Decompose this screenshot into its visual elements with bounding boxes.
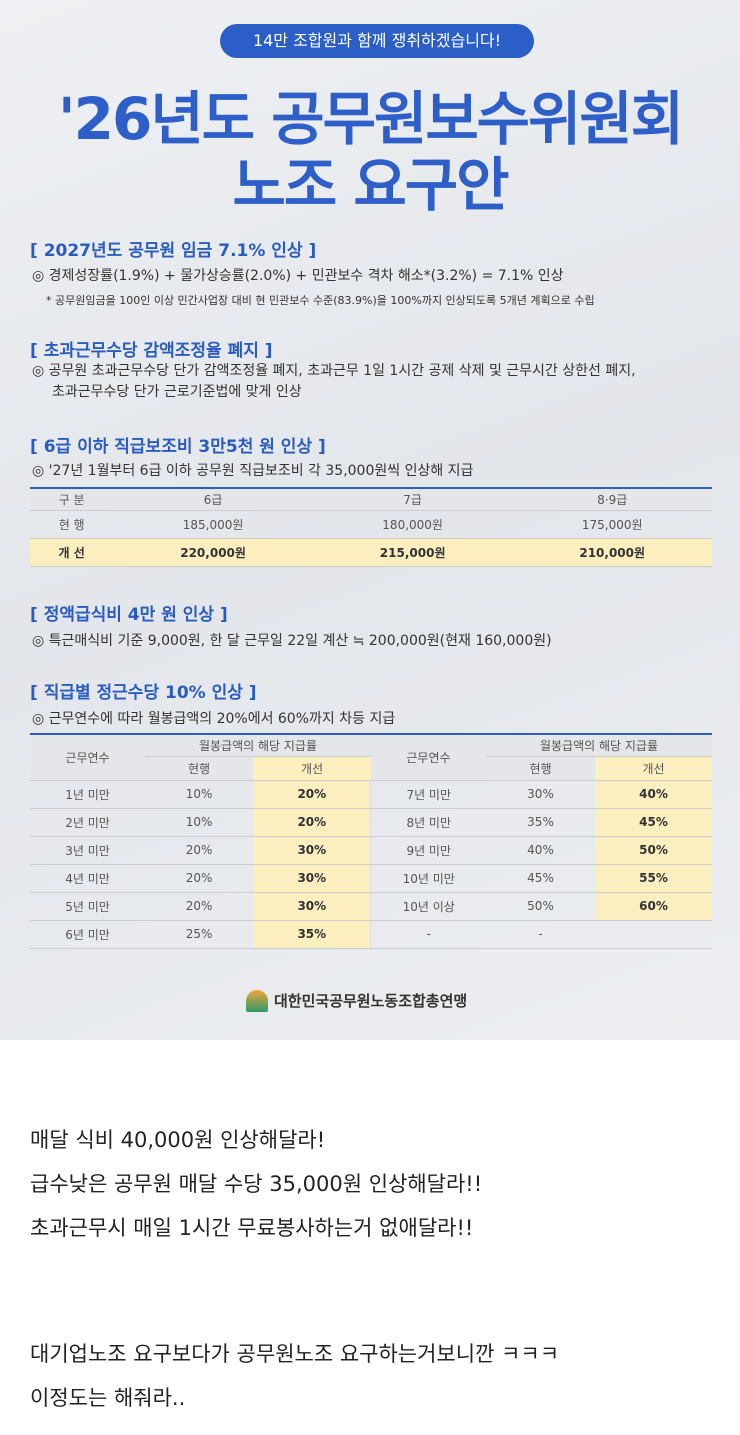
table-cell: 1년 미만: [30, 780, 145, 809]
table-cell: 60%: [595, 892, 712, 921]
post-text: 매달 식비 40,000원 인상해달라!: [30, 1128, 326, 1152]
table-cell: 215,000원: [312, 538, 513, 567]
title: '26년도 공무원보수위원회: [57, 85, 684, 153]
header-cell: 구 분: [30, 488, 114, 511]
section-heading: [ 정액급식비 4만 원 인상 ]: [30, 605, 228, 625]
table-row: 6년 미만 25% 35% - -: [30, 920, 712, 949]
table-cell: 180,000원: [312, 510, 513, 539]
table-cell: 45%: [485, 864, 596, 893]
table-cell: 40%: [485, 836, 596, 865]
table-cell: 개 선: [30, 538, 114, 567]
table-cell: 30%: [253, 836, 371, 865]
header-cell: 7급: [312, 488, 513, 511]
title: 노조 요구안: [232, 151, 510, 219]
table-cell: 3년 미만: [30, 836, 145, 865]
table-header-row: 현행 개선 현행 개선: [30, 756, 712, 781]
table-cell: 30%: [253, 892, 371, 921]
section-item: 초과근무수당 단가 근로기준법에 맞게 인상: [52, 384, 302, 400]
banner: 14만 조합원과 함께 쟁취하겠습니다!: [220, 24, 534, 58]
post-text: 초과근무시 매일 1시간 무료봉사하는거 없애달라!!: [30, 1216, 474, 1240]
table-cell: 210,000원: [512, 538, 712, 567]
table-cell: 45%: [595, 808, 712, 837]
section-item: ◎ '27년 1월부터 6급 이하 공무원 직급보조비 각 35,000원씩 인…: [32, 463, 474, 479]
header-cell: 월봉급액의 해당 지급률: [485, 734, 712, 757]
post-text: 이정도는 해줘라..: [30, 1386, 186, 1410]
table-cell: 50%: [595, 836, 712, 865]
section-item: ◎ 경제성장률(1.9%) + 물가상승률(2.0%) + 민관보수 격차 해소…: [32, 268, 564, 284]
section-heading: [ 초과근무수당 감액조정율 폐지 ]: [30, 341, 273, 361]
table-header-row: 근무연수 월봉급액의 해당 지급률 근무연수 월봉급액의 해당 지급률: [30, 734, 712, 781]
table-cell: 10%: [145, 780, 254, 809]
table-header-row: 구 분 6급 7급 8·9급: [30, 488, 712, 511]
table-row: 개 선 220,000원 215,000원 210,000원: [30, 538, 712, 567]
section-heading: [ 2027년도 공무원 임금 7.1% 인상 ]: [30, 241, 317, 261]
header-cell: 현행: [145, 756, 254, 781]
header-cell: 8·9급: [512, 488, 712, 511]
allowance-table: 구 분 6급 7급 8·9급 현 행 185,000원 180,000원 175,000원 개 …: [30, 487, 712, 567]
table-cell: 35%: [253, 920, 371, 949]
header-cell: 근무연수: [370, 734, 486, 781]
table-cell: 8년 미만: [370, 808, 486, 837]
table-cell: 20%: [145, 892, 254, 921]
table-row: 5년 미만 20% 30% 10년 이상 50% 60%: [30, 892, 712, 921]
table-cell: 20%: [145, 836, 254, 865]
section-item: ◎ 특근매식비 기준 9,000원, 한 달 근무일 22일 계산 ≒ 200,…: [32, 633, 552, 649]
table-cell: 20%: [253, 808, 371, 837]
header-cell: 근무연수: [30, 734, 145, 781]
table-cell: 20%: [253, 780, 371, 809]
table-cell: 50%: [485, 892, 596, 921]
poster-image: 14만 조합원과 함께 쟁취하겠습니다! '26년도 공무원보수위원회 노조 요…: [0, 0, 740, 1040]
section-heading: [ 직급별 정근수당 10% 인상 ]: [30, 683, 257, 703]
table-cell: 30%: [253, 864, 371, 893]
post-text: 대기업노조 요구보다가 공무원노조 요구하는거보니깐 ㅋㅋㅋ: [30, 1342, 560, 1366]
table-cell: 25%: [145, 920, 254, 949]
header-cell: 6급: [113, 488, 313, 511]
table-row: 2년 미만 10% 20% 8년 미만 35% 45%: [30, 808, 712, 837]
table-cell: 185,000원: [113, 510, 313, 539]
table-cell: 10년 이상: [370, 892, 486, 921]
table-cell: 10%: [145, 808, 254, 837]
table-cell: 현 행: [30, 510, 114, 539]
logo: 대한민국공무원노동조합총연맹: [274, 992, 468, 1010]
header-cell: 개선: [595, 756, 712, 781]
post-text: 급수낮은 공무원 매달 수당 35,000원 인상해달라!!: [30, 1172, 483, 1196]
table-row: 1년 미만 10% 20% 7년 미만 30% 40%: [30, 780, 712, 809]
section-note: * 공무원임금을 100인 이상 민간사업장 대비 현 민관보수 수준(83.9…: [46, 294, 595, 307]
table-cell: 35%: [485, 808, 596, 837]
table-cell: [595, 920, 712, 949]
table-cell: 220,000원: [113, 538, 313, 567]
section-item: ◎ 공무원 초과근무수당 단가 감액조정율 폐지, 초과근무 1일 1시간 공제…: [32, 363, 636, 379]
table-cell: 6년 미만: [30, 920, 145, 949]
table-cell: -: [485, 920, 596, 949]
section-heading: [ 6급 이하 직급보조비 3만5천 원 인상 ]: [30, 437, 326, 457]
table-cell: 40%: [595, 780, 712, 809]
header-cell: 현행: [485, 756, 596, 781]
header-cell: 개선: [253, 756, 371, 781]
table-row: 4년 미만 20% 30% 10년 미만 45% 55%: [30, 864, 712, 893]
table-cell: 20%: [145, 864, 254, 893]
table-cell: 9년 미만: [370, 836, 486, 865]
header-cell: 월봉급액의 해당 지급률: [145, 734, 371, 757]
table-cell: 30%: [485, 780, 596, 809]
table-cell: 2년 미만: [30, 808, 145, 837]
table-cell: 5년 미만: [30, 892, 145, 921]
table-cell: 4년 미만: [30, 864, 145, 893]
rate-table: 근무연수 월봉급액의 해당 지급률 근무연수 월봉급액의 해당 지급률 현행 개선 현행 개선…: [30, 733, 712, 949]
table-cell: 10년 미만: [370, 864, 486, 893]
table-cell: 7년 미만: [370, 780, 486, 809]
table-row: 3년 미만 20% 30% 9년 미만 40% 50%: [30, 836, 712, 865]
logo-icon: [246, 990, 268, 1012]
section-item: ◎ 근무연수에 따라 월봉급액의 20%에서 60%까지 차등 지급: [32, 711, 396, 727]
table-row: 현 행 185,000원 180,000원 175,000원: [30, 510, 712, 539]
table-cell: 55%: [595, 864, 712, 893]
table-cell: -: [370, 920, 486, 949]
table-cell: 175,000원: [512, 510, 712, 539]
